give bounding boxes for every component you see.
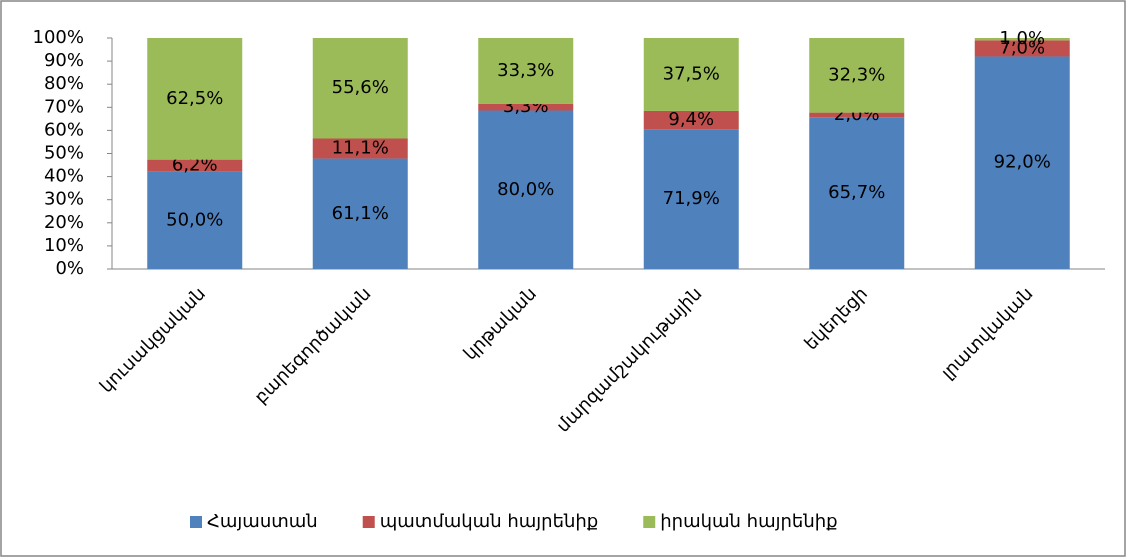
- bar-segment: [643, 110, 739, 130]
- data-label: 9,4%: [668, 109, 714, 130]
- data-label: 62,5%: [166, 88, 223, 109]
- y-tick-label: 70%: [44, 96, 84, 117]
- bar-segment: [809, 117, 905, 269]
- data-label: 55,6%: [332, 77, 389, 98]
- y-tick-label: 100%: [33, 27, 84, 48]
- bar-segment: [312, 38, 408, 139]
- legend-swatch: [190, 516, 202, 528]
- data-label: 11,1%: [332, 138, 389, 159]
- bar-segment: [974, 40, 1070, 57]
- bar-segment: [478, 103, 574, 111]
- data-label: 1,0%: [999, 28, 1045, 49]
- data-label: 61,1%: [332, 203, 389, 224]
- y-tick-label: 40%: [44, 166, 84, 187]
- data-label: 80,0%: [497, 179, 554, 200]
- data-label: 71,9%: [663, 188, 720, 209]
- data-label: 50,0%: [166, 209, 223, 230]
- y-tick-label: 60%: [44, 119, 84, 140]
- legend-swatch: [643, 516, 656, 528]
- bar-segment: [974, 56, 1070, 270]
- y-tick-label: 0%: [55, 258, 84, 279]
- legend-label: իրական հայրենիք: [660, 511, 837, 532]
- bar-segment: [147, 159, 243, 172]
- legend-label: Հայաստան: [207, 511, 318, 532]
- bar-segment: [809, 112, 905, 118]
- data-label: 7,0%: [999, 37, 1045, 58]
- y-tick-label: 10%: [44, 235, 84, 256]
- y-tick-label: 80%: [44, 73, 84, 94]
- data-label: 65,7%: [828, 182, 885, 203]
- bar-segment: [643, 129, 739, 269]
- data-label: 33,3%: [497, 60, 554, 81]
- bar-segment: [478, 110, 574, 270]
- data-label: 32,3%: [828, 64, 885, 85]
- legend-swatch: [362, 516, 375, 528]
- y-tick-label: 20%: [44, 212, 84, 233]
- bar-segment: [974, 38, 1070, 41]
- data-label: 92,0%: [994, 152, 1051, 173]
- bar-segment: [147, 38, 243, 160]
- bar-segment: [478, 38, 574, 104]
- bar-segment: [312, 138, 408, 159]
- data-label: 6,2%: [172, 155, 218, 176]
- bar-segment: [643, 38, 739, 111]
- y-tick-label: 50%: [44, 143, 84, 164]
- legend-label: պատմական հայրենիք: [380, 511, 599, 532]
- bar-segment: [809, 38, 905, 113]
- data-label: 37,5%: [663, 63, 720, 84]
- bar-segment: [312, 158, 408, 269]
- y-tick-label: 90%: [44, 50, 84, 71]
- y-tick-label: 30%: [44, 189, 84, 210]
- bar-segment: [147, 171, 243, 269]
